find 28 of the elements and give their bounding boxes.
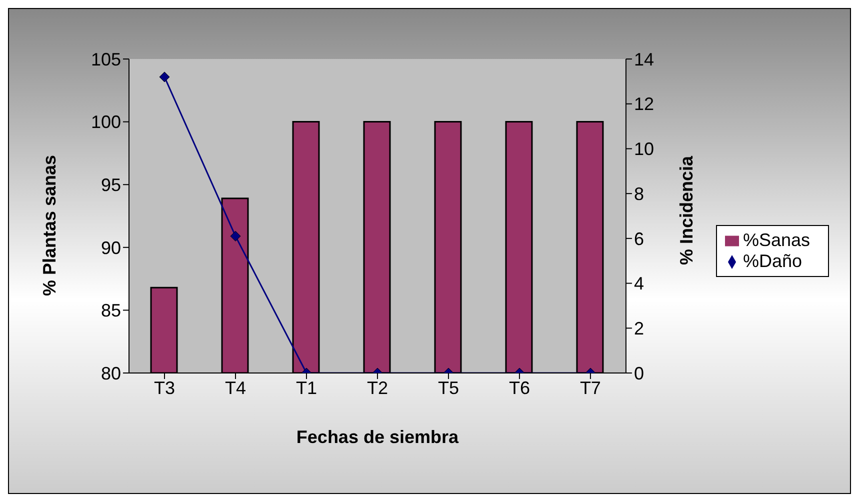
x-tick-label: T5	[438, 378, 459, 398]
x-tick-label: T4	[224, 378, 246, 398]
y-tick-label: 85	[100, 300, 121, 321]
x-tick-label: T7	[580, 378, 601, 398]
y-tick-label: 80	[100, 363, 121, 384]
x-tick-label: T3	[154, 378, 176, 398]
y-tick-label: 105	[90, 49, 121, 70]
x-axis-title: Fechas de siembra	[296, 427, 460, 447]
x-tick-label: T1	[296, 378, 317, 398]
x-tick-label: T6	[508, 378, 530, 398]
y2-tick-label: 0	[634, 363, 644, 384]
y2-tick-label: 12	[634, 94, 654, 114]
y-axis-title: % Plantas sanas	[39, 154, 60, 296]
y2-tick-label: 4	[634, 274, 644, 294]
y2-tick-label: 2	[634, 318, 644, 339]
legend-label: %Sanas	[742, 230, 810, 250]
y2-tick-label: 10	[634, 139, 654, 160]
y-tick-label: 90	[100, 238, 121, 258]
y-tick-label: 100	[90, 112, 121, 132]
point	[230, 230, 241, 242]
y2-tick-label: 6	[634, 228, 644, 249]
y2-tick-label: 8	[634, 184, 644, 204]
y2-tick-label: 14	[634, 49, 654, 70]
point	[159, 72, 170, 82]
y2-axis-title: % Incidencia	[676, 155, 696, 266]
x-tick-label: T2	[366, 378, 388, 398]
y-tick-label: 95	[100, 174, 121, 195]
legend-label: %Daño	[742, 251, 802, 271]
